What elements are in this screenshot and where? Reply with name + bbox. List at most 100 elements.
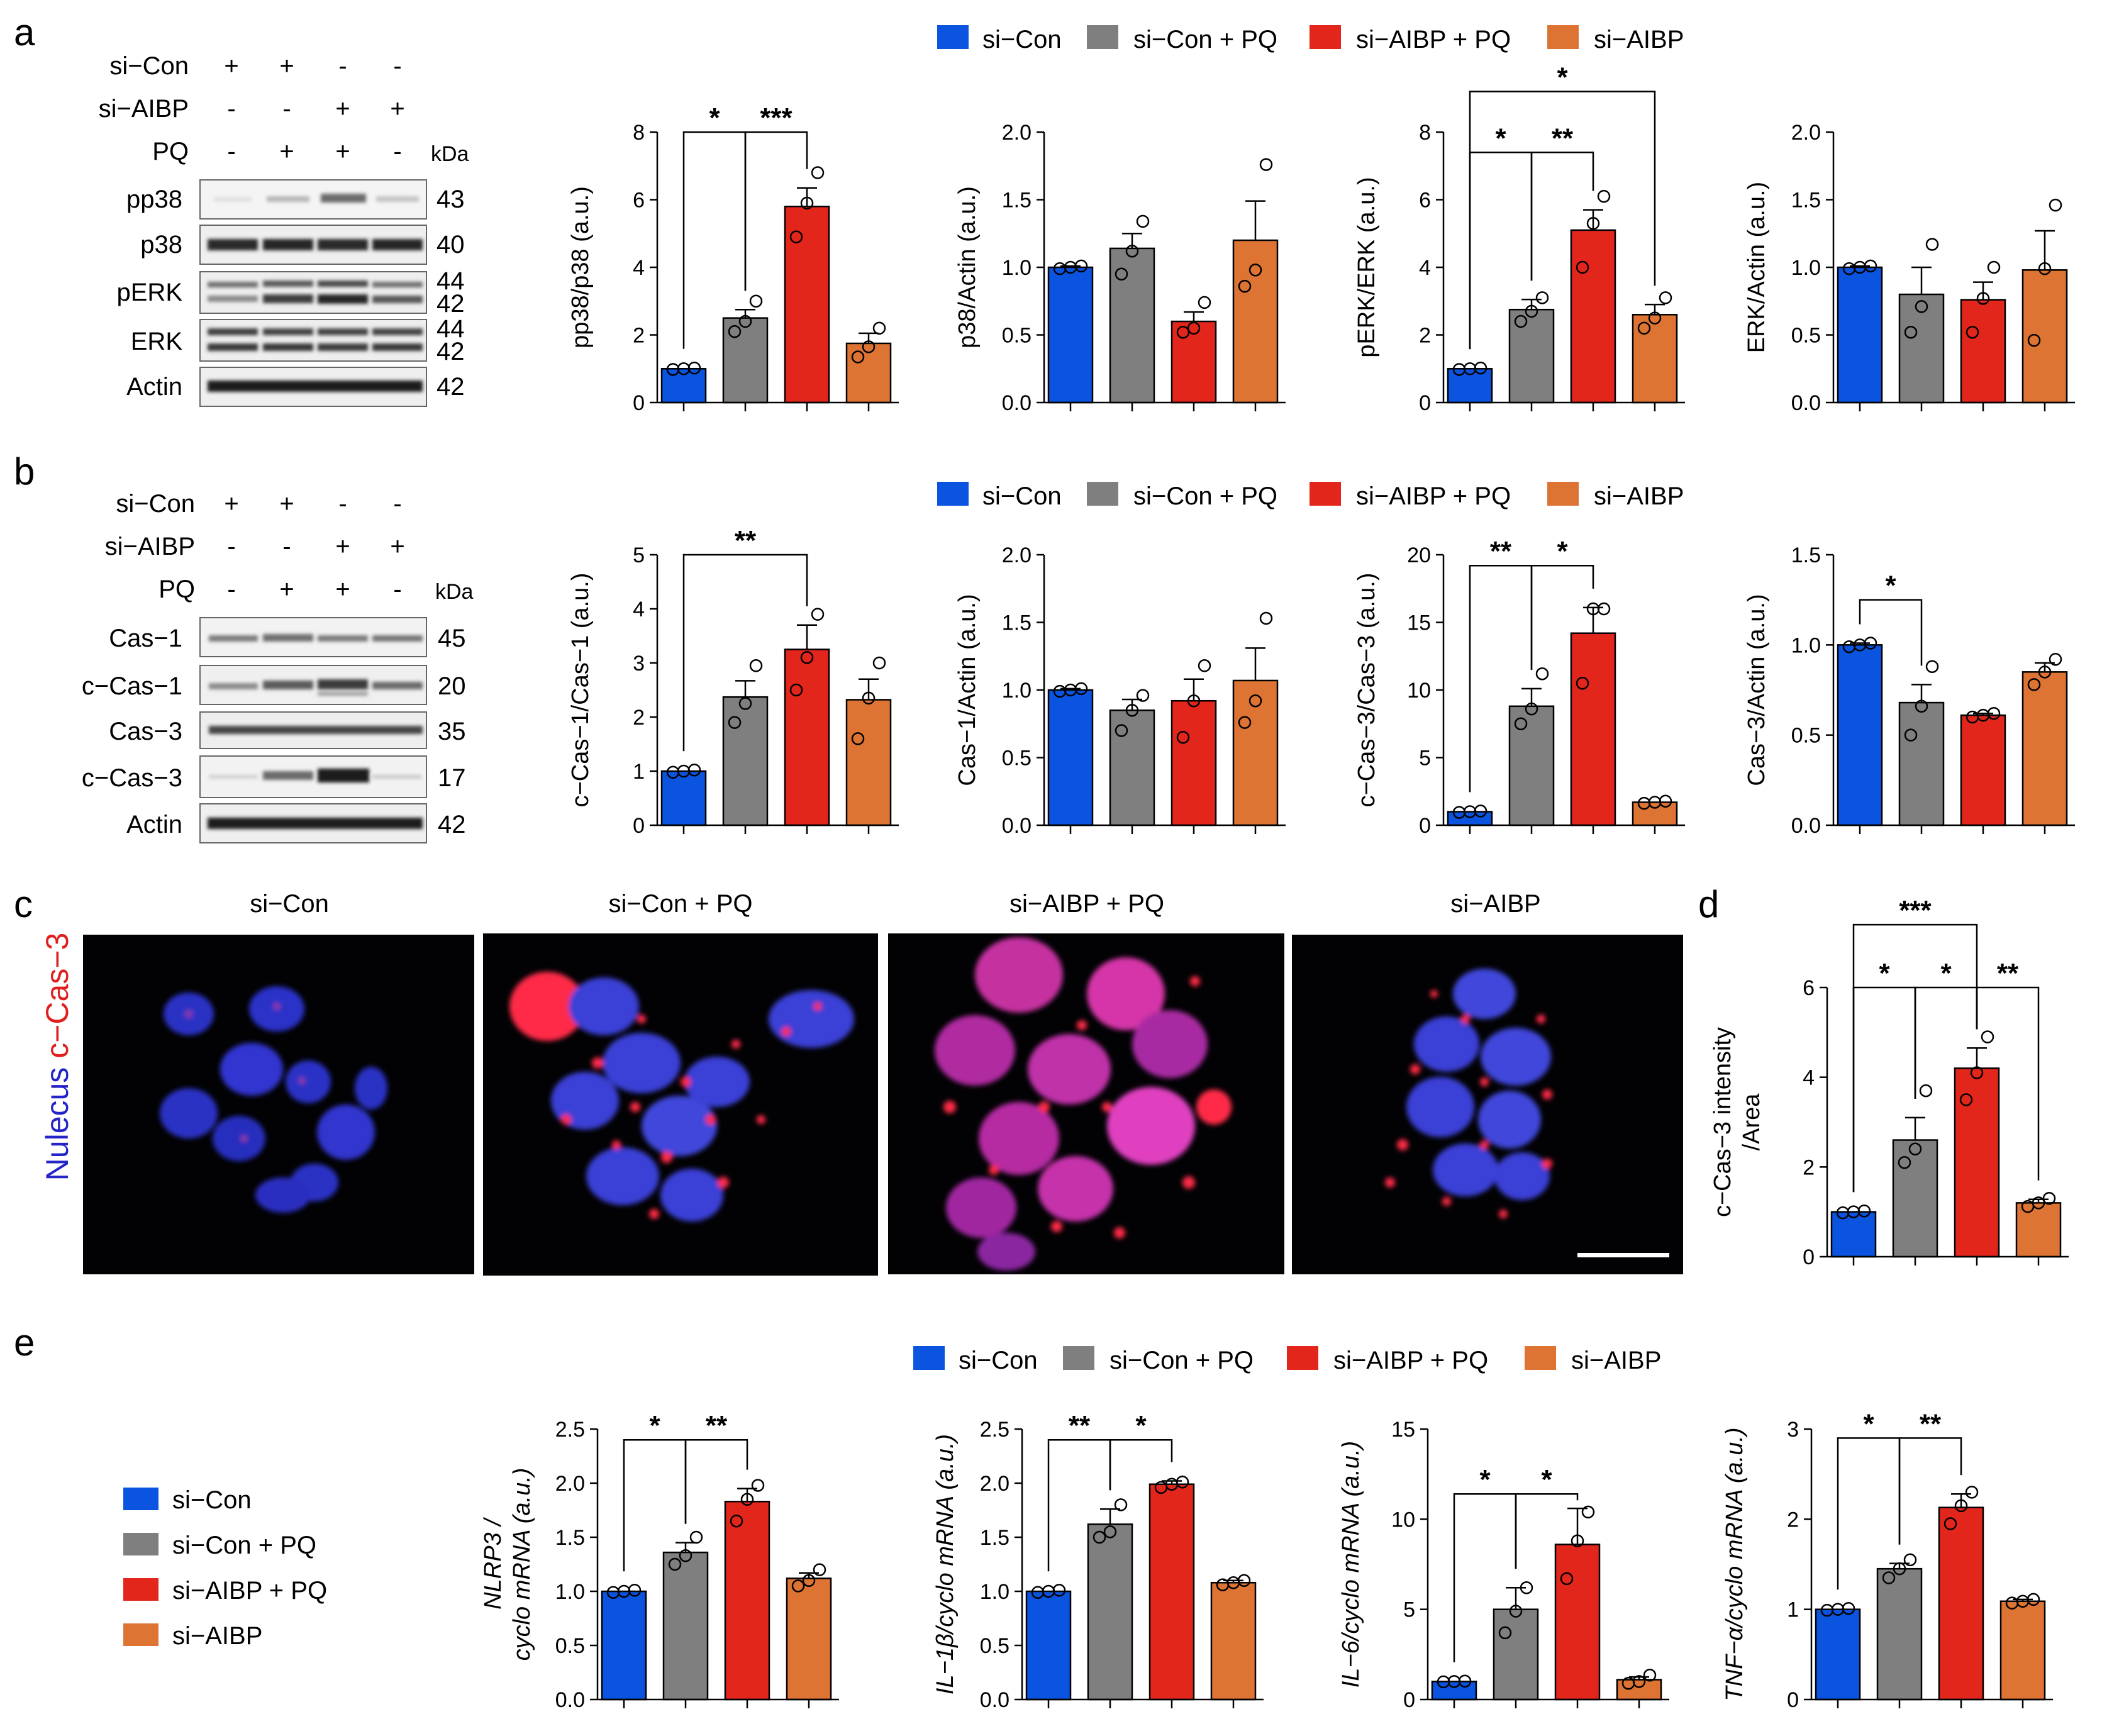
blot-label-ccas3: c−Cas−3 [82,764,182,792]
blot-kda-perk-top: 44 [437,267,465,295]
significance-bracket-1 [1530,564,1594,670]
y-tick-label: 1.0 [1002,256,1032,280]
micrograph-siaibp [1292,935,1683,1274]
legend-label-sicon-pq: si−Con + PQ [172,1532,316,1559]
scale-bar [1577,1253,1669,1257]
significance-label-3: *** [1899,895,1932,926]
micro-side-label: Nulecus c−Cas−3 [40,933,75,1181]
significance-label-1: ** [1920,1408,1942,1439]
data-point-1-1 [1103,1525,1117,1538]
legend-label-sicon-pq: si−Con + PQ [1133,482,1277,510]
chart-il6: 0 5 10 15 IL−6/cyclo mRNA (a.u.) * * [1338,1418,1669,1712]
data-point-2-2 [1176,1476,1189,1489]
y-tick-label: 2.0 [1002,121,1032,145]
wb-b-sign: - [393,576,401,603]
data-point-2-2 [1987,260,2001,274]
legend-label-sicon: si−Con [982,482,1062,510]
panel-letter-e: e [14,1321,35,1364]
y-tick-label: 20 [1407,543,1431,567]
data-point-0-2 [1864,637,1877,650]
data-point-3-1 [802,1574,816,1588]
micro-title-siaibp-pq: si−AIBP + PQ [1009,890,1164,918]
wb-b-sign: - [227,576,235,603]
data-point-3-0 [2027,678,2041,691]
bar-1 [722,317,769,404]
bar-1 [1508,705,1555,826]
data-point-0-2 [1474,804,1488,818]
legend-swatch-sicon [937,482,969,506]
data-point-0-2 [1842,1601,1855,1615]
significance-label-0: * [1495,123,1506,153]
wb-a-sign: - [393,138,401,165]
y-tick-label: 2 [1419,324,1431,348]
data-point-1-2 [1136,214,1150,228]
wb-a-sign: + [224,52,238,80]
panel-letter-b: b [14,450,35,492]
wb-b-sign: - [282,533,291,560]
significance-label-0: * [709,103,720,133]
data-point-1-0 [668,1557,682,1571]
bar-2 [1960,714,2006,826]
y-tick-label: 1.0 [1002,679,1032,703]
significance-bracket-0 [1837,1437,1901,1590]
data-point-1-2 [749,659,763,672]
legend-label-siaibp-pq: si−AIBP + PQ [1356,26,1511,53]
bar-1 [1892,1139,1938,1258]
bar-1 [662,1551,709,1701]
y-axis-label: c−Cas−3 intensity/Area [1710,1027,1765,1217]
y-tick-label: 1.5 [1791,189,1821,213]
legend-label-siaibp-pq: si−AIBP + PQ [172,1577,327,1605]
legend-swatch-siaibp-pq [1287,1346,1318,1370]
y-tick-label: 15 [1391,1418,1415,1442]
y-axis-label: Cas−3/Actin (a.u.) [1743,594,1770,786]
bar-0 [601,1590,647,1701]
y-tick-label: 0.5 [1791,324,1821,348]
y-tick-label: 15 [1407,611,1431,635]
y-axis-label-line: TNF−α/cyclo mRNA (a.u.) [1721,1427,1748,1701]
legend-swatch-siaibp-pq [1310,482,1341,506]
y-tick-label: 1.5 [1002,611,1032,635]
y-tick-label: 1.0 [1791,633,1821,657]
y-tick-label: 0 [633,391,645,415]
data-point-3-1 [2038,665,2052,679]
significance-label-0: * [1885,570,1896,601]
y-axis-label: c−Cas−3/Cas−3 (a.u.) [1354,573,1380,808]
bar-3 [786,1577,832,1701]
significance-label-1: * [1135,1410,1147,1441]
y-axis-label: ERK/Actin (a.u.) [1743,182,1770,353]
data-point-0-2 [1074,682,1088,696]
significance-bracket-1 [1898,1437,1962,1545]
significance-label-0: ** [1069,1410,1091,1441]
bar-1 [1493,1608,1539,1701]
data-point-1-2 [1136,689,1150,702]
data-point-2-0 [1576,677,1589,690]
micrograph-sicon [83,935,474,1274]
data-point-2-2 [1581,1505,1595,1519]
significance-bracket-1 [1515,1493,1579,1569]
legend-swatch-sicon-pq [1087,25,1118,49]
blot-label-actin-b: Actin [126,811,182,838]
chart-cas3-actin: 0.0 0.5 1.0 1.5 Cas−3/Actin (a.u.) * [1743,543,2075,838]
bar-3 [1999,1600,2046,1701]
data-point-1-0 [1514,314,1528,328]
data-point-1-1 [1525,304,1538,318]
y-tick-label: 0.5 [1791,724,1821,748]
data-point-3-2 [1259,158,1273,171]
blot-kda-actin-b: 42 [438,811,466,838]
legend-swatch-sicon-pq [123,1533,158,1555]
data-point-1-2 [1925,238,1939,251]
y-tick-label: 0 [1419,391,1431,415]
data-point-2-0 [1560,1572,1574,1586]
significance-label-1: ** [706,1410,728,1441]
y-axis-label-line: cyclo mRNA (a.u.) [509,1468,535,1661]
significance-label-1: * [1541,1464,1552,1495]
micro-title-sicon-pq: si−Con + PQ [608,890,752,918]
significance-bracket-2 [1469,91,1656,350]
y-tick-label: 0 [1403,1688,1415,1712]
blot-label-pp38: pp38 [126,186,182,213]
bar-1 [1109,709,1155,826]
data-point-2-0 [789,683,803,697]
blot-kda-ccas3: 17 [438,764,466,792]
data-point-3-0 [1637,321,1651,335]
data-point-2-2 [751,1479,765,1492]
